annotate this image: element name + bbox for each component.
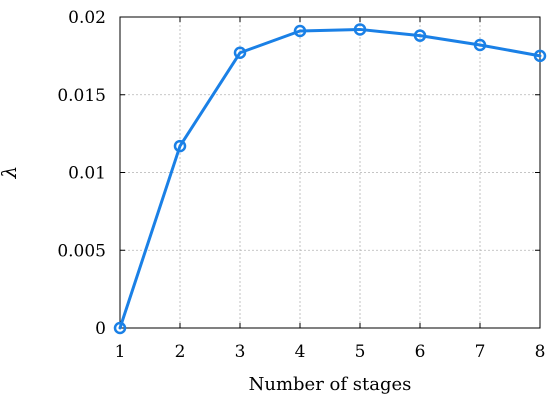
x-tick-label: 7: [475, 342, 486, 362]
data-point: [293, 24, 307, 38]
data-point: [113, 321, 127, 335]
x-tick-label: 4: [295, 342, 306, 362]
data-point: [353, 23, 367, 36]
y-axis-title: λ: [0, 166, 21, 180]
x-tick-label: 5: [355, 342, 366, 362]
axis-ticks: 1 2 3 4 5 6 7 8 0 0.005 0.01 0.015 0.02: [57, 8, 545, 362]
y-tick-label: 0.005: [57, 241, 106, 261]
data-point: [473, 38, 487, 52]
x-axis-title: Number of stages: [249, 374, 412, 395]
y-tick-label: 0.015: [57, 86, 106, 106]
grid: [120, 17, 540, 328]
x-tick-label: 1: [115, 342, 126, 362]
data-point: [533, 49, 547, 63]
x-tick-label: 2: [175, 342, 186, 362]
y-tick-label: 0: [95, 319, 106, 339]
x-tick-label: 8: [535, 342, 546, 362]
data-point: [233, 46, 247, 60]
data-series: [113, 23, 547, 335]
x-tick-label: 6: [415, 342, 426, 362]
y-tick-label: 0.01: [68, 164, 106, 184]
data-point: [413, 29, 427, 42]
x-tick-label: 3: [235, 342, 246, 362]
y-tick-label: 0.02: [68, 8, 106, 28]
data-point: [173, 139, 187, 153]
series-line: [118, 27, 542, 330]
